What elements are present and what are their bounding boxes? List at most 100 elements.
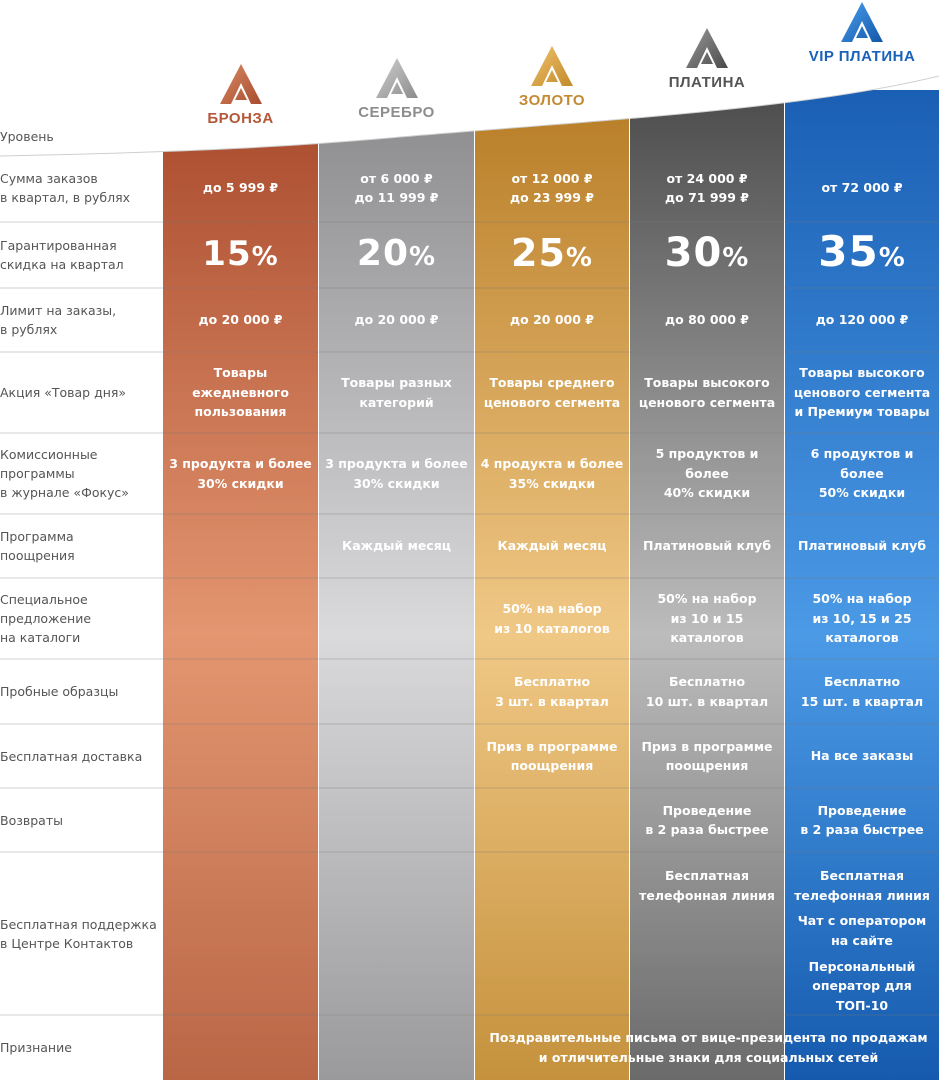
tier-cell: Товары ежедневного пользования xyxy=(163,352,318,433)
tier-cell: до 20 000 ₽ xyxy=(475,288,629,352)
cell-line: Чат с оператором xyxy=(797,913,927,929)
tier-cell: до 80 000 ₽ xyxy=(630,288,784,352)
cell-line: оператор для xyxy=(812,978,912,993)
cell-line: На все заказы xyxy=(810,748,914,764)
tier-cell: 50% на набор из 10 и 15 каталогов xyxy=(630,578,784,659)
tier-header-3: ЗОЛОТО xyxy=(465,44,639,109)
tier-cell: На все заказы xyxy=(785,724,939,788)
cell-line: из 10 каталогов xyxy=(494,620,610,636)
tier-column-1 xyxy=(163,90,318,1080)
cell-line: до 80 000 ₽ xyxy=(665,312,749,328)
discount-number: 15 xyxy=(202,233,252,274)
cell-line: категорий xyxy=(359,394,434,410)
cell-line: 6 продуктов и более xyxy=(810,446,914,481)
tier-cell: 3 продукта и более 30% скидки xyxy=(319,433,474,514)
cell-line: Персональный xyxy=(808,958,916,974)
row-label: Уровень xyxy=(0,128,54,144)
cell-line: 15 шт. в квартал xyxy=(800,693,924,709)
tier-header-2: СЕРЕБРО xyxy=(309,56,484,121)
cell-line: до 71 999 ₽ xyxy=(665,190,749,205)
brand-a-logo-icon xyxy=(686,28,728,68)
discount-number: 35 xyxy=(818,227,879,276)
tier-name: ПЛАТИНА xyxy=(668,74,746,91)
cell-line: от 12 000 ₽ xyxy=(511,170,593,186)
cell-line: ценового сегмента xyxy=(483,394,621,410)
cell-line: Товары высокого xyxy=(644,375,770,390)
tier-cell: 50% на набор из 10 каталогов xyxy=(475,578,629,659)
cell-line: до 20 000 ₽ xyxy=(354,312,439,328)
cell-line: 50% на набор xyxy=(502,601,602,616)
cell-line: в 2 раза быстрее xyxy=(800,822,924,837)
cell-line: до 23 999 ₽ xyxy=(510,190,594,205)
tier-header-5: VIP ПЛАТИНА xyxy=(775,0,939,65)
cell-line: 40% скидки xyxy=(663,485,751,501)
tier-cell: от 72 000 ₽ xyxy=(785,154,939,222)
cell-line: Поздравительные письма от вице-президент… xyxy=(489,1029,928,1045)
tier-cell: Бесплатная телефонная линия xyxy=(630,852,784,1015)
tier-cell: Бесплатная телефонная линия Чат с оператор… xyxy=(785,852,939,1015)
percent-sign: % xyxy=(409,241,437,272)
cell-line: от 6 000 ₽ xyxy=(360,170,433,186)
percent-sign: % xyxy=(878,243,906,273)
tier-name: БРОНЗА xyxy=(207,110,274,127)
tier-column-5 xyxy=(785,90,939,1080)
cell-line: Платиновый клуб xyxy=(797,538,927,554)
cell-line: в 2 раза быстрее xyxy=(645,822,769,837)
percent-sign: % xyxy=(565,242,593,273)
cell-line: ежедневного xyxy=(192,384,289,400)
percent-sign: % xyxy=(251,241,279,272)
tier-cell: Приз в программе поощрения xyxy=(475,724,629,788)
cell-line: Товары высокого xyxy=(799,365,925,381)
cell-line: до 5 999 ₽ xyxy=(202,180,279,196)
cell-line: 4 продукта и более xyxy=(480,456,624,471)
row-label: Гарантированная скидка на квартал xyxy=(0,238,124,272)
tier-column-3 xyxy=(475,90,629,1080)
cell-line: каталогов xyxy=(825,630,899,646)
cell-line: телефонная линия xyxy=(794,887,930,903)
tier-name: ЗОЛОТО xyxy=(518,92,586,109)
cell-line: ТОП-10 xyxy=(835,997,889,1013)
cell-line: Бесплатная xyxy=(820,868,904,883)
cell-line: на сайте xyxy=(831,932,893,948)
tier-cell: от 12 000 ₽ до 23 999 ₽ xyxy=(475,154,629,222)
tier-column-2 xyxy=(319,90,474,1080)
tier-cell: Каждый месяц xyxy=(475,514,629,578)
cell-line: 10 шт. в квартал xyxy=(645,693,769,709)
tier-cell: Бесплатно 3 шт. в квартал xyxy=(475,659,629,724)
cell-line: 50% на набор xyxy=(812,591,912,607)
brand-a-logo-icon xyxy=(841,2,883,42)
cell-line: до 20 000 ₽ xyxy=(510,312,594,328)
tier-name: VIP ПЛАТИНА xyxy=(808,48,916,65)
cell-line: пользования xyxy=(194,404,287,420)
row-label: Сумма заказов в квартал, в рублях xyxy=(0,171,131,205)
cell-line: Проведение xyxy=(817,802,907,818)
cell-line: Приз в программе xyxy=(641,738,773,754)
cell-line: 50% скидки xyxy=(818,485,906,501)
cell-line: Бесплатная xyxy=(665,868,749,883)
cell-line: 50% на набор xyxy=(657,591,757,607)
row-label: Комиссионные программы в журнале «Фокус» xyxy=(0,447,129,500)
discount-number: 20 xyxy=(356,232,410,274)
row-label: Программа поощрения xyxy=(0,529,75,563)
tier-cell: Товары высокого ценового сегмента и Премиу… xyxy=(785,352,939,433)
cell-line: Бесплатно xyxy=(513,674,591,689)
row-label: Бесплатная поддержка в Центре Контактов xyxy=(0,916,157,951)
row-label: Возвраты xyxy=(0,812,63,828)
cell-line: из 10 и 15 каталогов xyxy=(670,610,744,646)
discount-value: 20% xyxy=(319,222,474,288)
tier-cell: 50% на набор из 10, 15 и 25 каталогов xyxy=(785,578,939,659)
tier-header-4: ПЛАТИНА xyxy=(620,26,794,91)
tier-cell: Товары среднего ценового сегмента xyxy=(475,352,629,433)
cell-line: поощрения xyxy=(510,758,594,773)
tier-cell: до 5 999 ₽ xyxy=(163,154,318,222)
tier-column-4 xyxy=(630,90,784,1080)
tier-header-1: БРОНЗА xyxy=(153,62,328,127)
row-label: Лимит на заказы, в рублях xyxy=(0,303,117,337)
cell-line: Бесплатно xyxy=(823,674,901,689)
recognition-cell: Поздравительные письма от вице-президент… xyxy=(478,1015,939,1080)
tier-cell: Товары высокого ценового сегмента xyxy=(630,352,784,433)
percent-sign: % xyxy=(722,242,750,273)
cell-line: 30% скидки xyxy=(353,475,440,491)
discount-number: 30 xyxy=(664,229,723,276)
